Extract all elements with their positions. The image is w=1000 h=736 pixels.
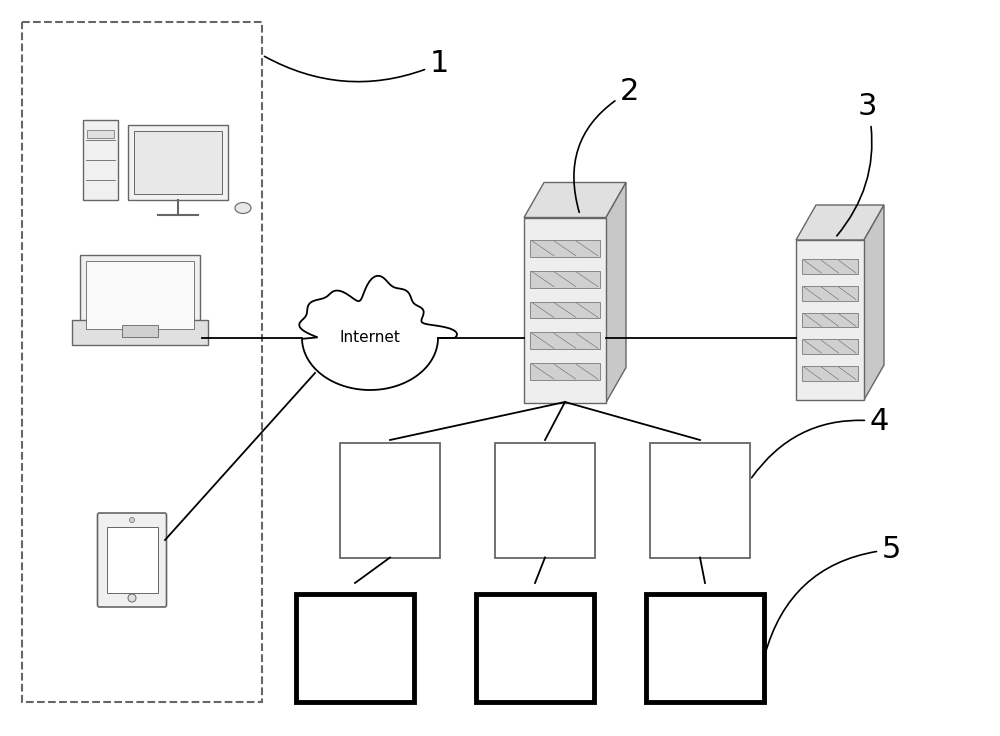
Polygon shape — [606, 183, 626, 403]
FancyBboxPatch shape — [83, 120, 118, 200]
Polygon shape — [864, 205, 884, 400]
FancyBboxPatch shape — [530, 240, 600, 257]
FancyBboxPatch shape — [128, 125, 228, 200]
FancyBboxPatch shape — [134, 131, 222, 194]
Text: Internet: Internet — [340, 330, 400, 345]
FancyBboxPatch shape — [530, 271, 600, 288]
Text: 2: 2 — [574, 77, 639, 213]
Text: 5: 5 — [765, 535, 901, 655]
FancyBboxPatch shape — [530, 302, 600, 319]
FancyBboxPatch shape — [72, 320, 208, 345]
FancyBboxPatch shape — [87, 130, 114, 138]
FancyBboxPatch shape — [530, 333, 600, 350]
FancyBboxPatch shape — [646, 594, 764, 702]
FancyBboxPatch shape — [802, 313, 858, 328]
Polygon shape — [796, 240, 864, 400]
FancyBboxPatch shape — [802, 366, 858, 381]
Circle shape — [128, 594, 136, 602]
Text: 1: 1 — [264, 49, 449, 82]
FancyBboxPatch shape — [802, 286, 858, 301]
FancyBboxPatch shape — [296, 594, 414, 702]
FancyBboxPatch shape — [86, 261, 194, 329]
FancyBboxPatch shape — [476, 594, 594, 702]
Polygon shape — [796, 205, 884, 240]
Polygon shape — [524, 218, 606, 403]
Ellipse shape — [235, 202, 251, 213]
FancyBboxPatch shape — [340, 442, 440, 557]
FancyBboxPatch shape — [98, 513, 166, 607]
Text: 3: 3 — [837, 92, 878, 236]
Text: 4: 4 — [752, 407, 889, 478]
FancyBboxPatch shape — [106, 527, 158, 593]
FancyBboxPatch shape — [122, 325, 158, 337]
Polygon shape — [299, 276, 457, 390]
Circle shape — [130, 517, 134, 523]
FancyBboxPatch shape — [802, 339, 858, 354]
FancyBboxPatch shape — [650, 442, 750, 557]
FancyBboxPatch shape — [495, 442, 595, 557]
FancyBboxPatch shape — [80, 255, 200, 335]
FancyBboxPatch shape — [530, 363, 600, 381]
Polygon shape — [524, 183, 626, 218]
FancyBboxPatch shape — [802, 259, 858, 274]
